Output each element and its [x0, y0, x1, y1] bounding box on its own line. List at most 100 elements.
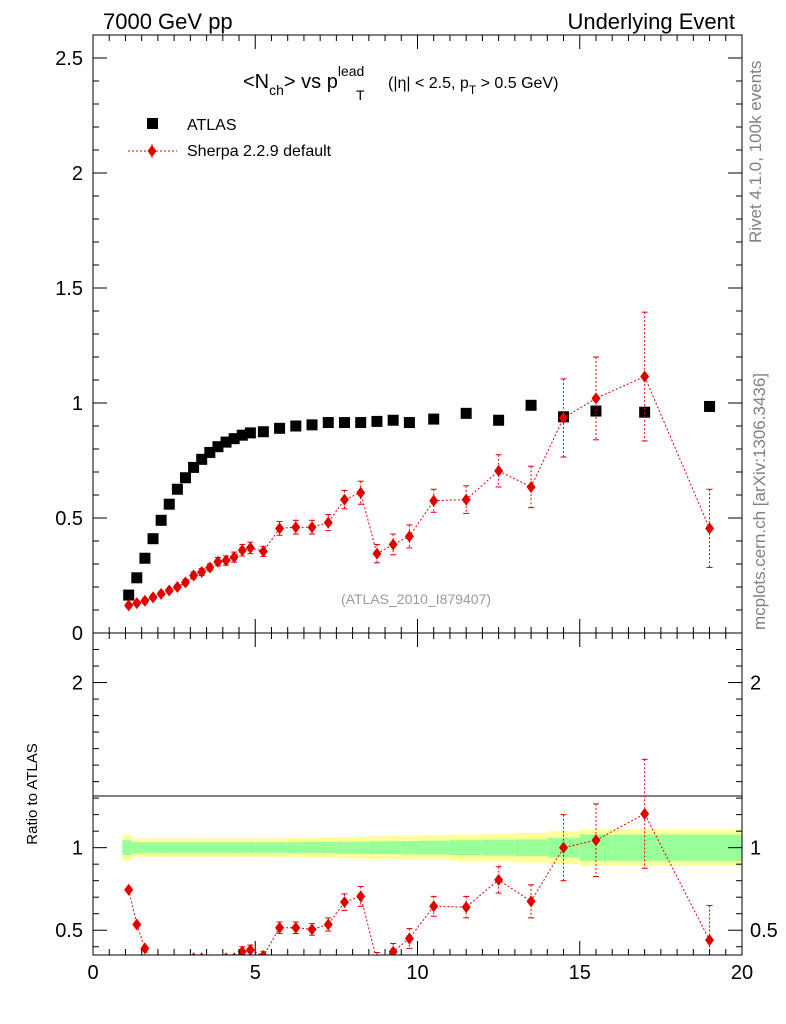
- ratio-band-inner: [271, 842, 288, 853]
- ratio-panel-frame: [92, 632, 743, 956]
- ratio-sherpa-point: [429, 900, 439, 913]
- header-right: Underlying Event: [567, 9, 735, 34]
- ratio-band-inner: [206, 842, 215, 853]
- ratio-sherpa-point: [191, 952, 196, 955]
- atlas-point: [704, 400, 716, 412]
- main-sherpa-point: [404, 530, 414, 543]
- ratio-y-tick-label-right: 0.5: [750, 920, 778, 942]
- atlas-point: [171, 483, 183, 495]
- atlas-point: [228, 433, 240, 445]
- main-sherpa-point: [339, 493, 349, 506]
- title-cut: (|η| < 2.5, p: [388, 75, 469, 92]
- x-tick-label: 15: [569, 962, 591, 984]
- main-sherpa-point: [429, 494, 439, 507]
- ratio-ylabel: Ratio to ATLAS: [24, 743, 41, 844]
- ratio-y-tick-label-left: 2: [72, 673, 83, 695]
- atlas-point: [147, 533, 159, 545]
- atlas-point: [371, 415, 383, 427]
- main-sherpa-point: [172, 581, 182, 593]
- main-y-tick-label: 0: [72, 623, 83, 645]
- ratio-sherpa-point: [165, 961, 174, 973]
- ratio-band-inner: [190, 842, 199, 853]
- main-sherpa-point: [591, 392, 601, 405]
- header-left: 7000 GeV pp: [103, 9, 233, 34]
- ratio-sherpa-point: [559, 841, 569, 854]
- ratio-band-inner: [514, 839, 548, 856]
- atlas-point: [355, 417, 367, 429]
- mcplots-label: mcplots.cern.ch [arXiv:1306.3436]: [750, 372, 769, 630]
- ratio-sherpa-point: [356, 890, 366, 903]
- main-sherpa-point: [124, 599, 134, 612]
- title-cut-sub: T: [469, 83, 477, 97]
- ratio-band-inner: [131, 841, 141, 854]
- x-tick-label: 5: [250, 962, 261, 984]
- atlas-point: [403, 417, 415, 429]
- ratio-sherpa-point: [291, 921, 301, 934]
- main-sherpa-point: [148, 591, 158, 604]
- title-pre: <N: [243, 71, 269, 93]
- atlas-point: [493, 414, 505, 426]
- rivet-version-label: Rivet 4.1.0, 100k events: [746, 60, 765, 243]
- ratio-band-inner: [122, 840, 132, 856]
- main-sherpa-point: [197, 566, 207, 579]
- ratio-y-tick-label-left: 1: [72, 838, 83, 860]
- atlas-point: [220, 436, 232, 448]
- ratio-band-inner: [239, 842, 248, 853]
- ratio-band-inner: [320, 841, 337, 854]
- ratio-band-inner: [166, 842, 175, 853]
- ratio-band-inner: [352, 841, 369, 854]
- main-sherpa-point: [258, 545, 268, 558]
- ratio-band-inner: [336, 841, 353, 854]
- x-tick-label: 10: [406, 962, 428, 984]
- ratio-sherpa-point: [526, 895, 536, 908]
- main-y-tick-label: 1: [72, 393, 83, 415]
- atlas-point: [525, 399, 537, 411]
- main-sherpa-point: [461, 493, 471, 506]
- atlas-point: [131, 572, 143, 584]
- atlas-point: [155, 514, 167, 526]
- main-sherpa-point: [221, 554, 231, 567]
- ratio-sherpa-point: [275, 921, 285, 934]
- ratio-sherpa-point: [209, 953, 211, 955]
- atlas-point: [338, 417, 350, 429]
- atlas-point: [460, 407, 472, 419]
- atlas-point: [188, 461, 200, 473]
- atlas-point: [139, 552, 151, 564]
- ratio-sherpa-point: [245, 944, 255, 955]
- main-y-tick-label: 2: [72, 163, 83, 185]
- atlas-point: [290, 420, 302, 432]
- ratio-band-inner: [401, 841, 418, 855]
- ratio-sherpa-point: [237, 945, 247, 955]
- main-sherpa-point: [640, 370, 650, 383]
- legend-atlas-marker: [147, 118, 158, 129]
- atlas-point: [179, 472, 191, 484]
- ratio-band-inner: [198, 842, 207, 853]
- atlas-point: [322, 417, 334, 429]
- ratio-sherpa-point: [232, 952, 237, 955]
- ratio-sherpa-point: [591, 834, 601, 847]
- atlas-point: [387, 414, 399, 426]
- main-panel-marks: [123, 311, 716, 612]
- ratio-band-inner: [368, 841, 386, 854]
- main-y-tick-label: 2.5: [55, 48, 83, 70]
- ratio-sherpa-point: [181, 957, 190, 969]
- main-y-tick-label: 1.5: [55, 278, 83, 300]
- x-tick-label: 0: [87, 962, 98, 984]
- atlas-point: [306, 419, 318, 431]
- main-sherpa-point: [275, 522, 285, 535]
- main-sherpa-point: [705, 522, 715, 535]
- ratio-sherpa-point: [461, 901, 471, 914]
- ratio-sherpa-point: [224, 952, 229, 955]
- ratio-sherpa-point: [388, 945, 398, 955]
- atlas-point: [257, 426, 269, 438]
- atlas-point: [244, 427, 256, 439]
- main-sherpa-point: [372, 547, 382, 560]
- ratio-sherpa-point: [323, 918, 333, 931]
- title-cut-end: > 0.5 GeV): [476, 75, 558, 92]
- plot-title: <Nch> vs plead T(|η| < 2.5, pT > 0.5 GeV): [243, 63, 558, 103]
- ratio-band-inner: [182, 842, 191, 853]
- atlas-point: [590, 405, 602, 417]
- ratio-band-inner: [482, 839, 515, 856]
- main-sherpa-point: [237, 544, 247, 557]
